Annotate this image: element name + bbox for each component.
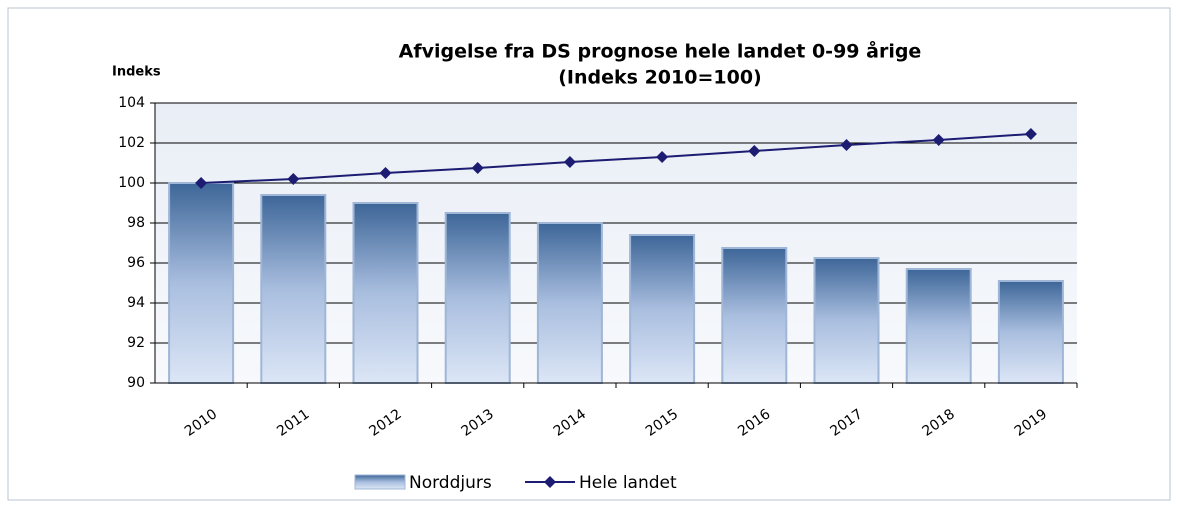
bar <box>629 234 696 384</box>
y-tick-label: 96 <box>127 255 145 271</box>
line-marker <box>748 145 761 157</box>
chart-title: Afvigelse fra DS prognose hele landet 0-… <box>399 39 922 63</box>
bar <box>352 202 419 384</box>
line-marker <box>287 173 300 185</box>
y-tick-label: 90 <box>127 375 145 391</box>
y-tick-label: 100 <box>118 175 145 191</box>
line-marker <box>840 139 853 151</box>
legend-label: Norddjurs <box>409 473 492 493</box>
y-tick-label: 92 <box>127 335 145 351</box>
bar <box>997 280 1064 384</box>
line-marker <box>563 156 576 168</box>
y-tick-label: 98 <box>127 215 145 231</box>
bar <box>260 194 327 384</box>
bar <box>444 212 511 384</box>
bar <box>536 222 603 384</box>
line-marker <box>656 151 669 163</box>
line-marker <box>932 134 945 146</box>
legend-swatch <box>354 474 406 490</box>
y-axis-label: Indeks <box>112 65 161 80</box>
chart-subtitle: (Indeks 2010=100) <box>558 67 761 89</box>
y-tick-label: 102 <box>118 135 145 151</box>
legend-label: Hele landet <box>579 473 677 493</box>
legend-marker <box>544 476 556 488</box>
line-marker <box>195 177 208 189</box>
bar <box>905 268 972 384</box>
line-marker <box>379 167 392 179</box>
bar <box>168 182 235 384</box>
y-tick-label: 94 <box>127 295 145 311</box>
bar <box>721 247 788 384</box>
line <box>201 133 1031 184</box>
bar <box>813 257 880 384</box>
y-tick-label: 104 <box>118 95 145 111</box>
line-marker <box>1024 128 1037 140</box>
line-marker <box>471 162 484 174</box>
